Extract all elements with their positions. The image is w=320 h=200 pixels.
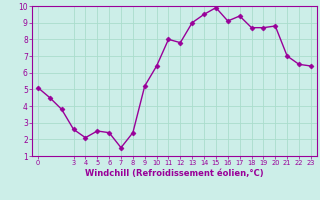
X-axis label: Windchill (Refroidissement éolien,°C): Windchill (Refroidissement éolien,°C): [85, 169, 264, 178]
